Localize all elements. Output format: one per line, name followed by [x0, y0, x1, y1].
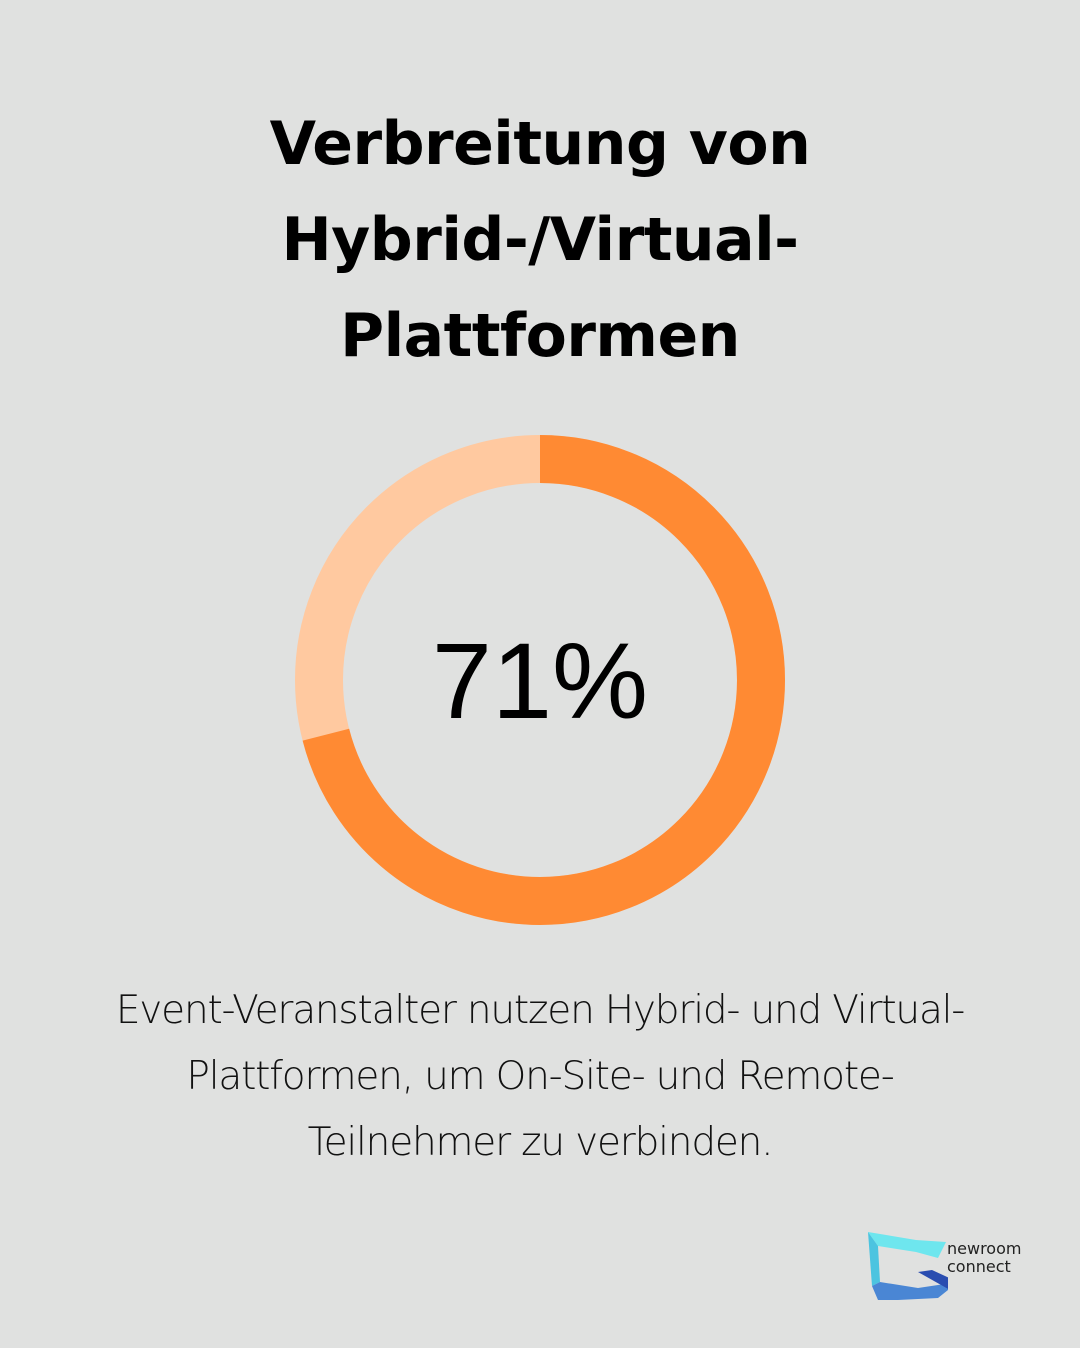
percentage-label: 71% [431, 619, 649, 741]
donut-chart: 71% [295, 435, 785, 925]
description-line-1: Event-Veranstalter nutzen Hybrid- und Vi… [115, 988, 966, 1033]
page-title: Verbreitung von Hybrid-/Virtual- Plattfo… [0, 96, 1080, 384]
description-line-3: Teilnehmer zu verbinden. [307, 1120, 774, 1165]
logo-mark-icon [868, 1232, 948, 1300]
logo-wordmark: newroom connect [947, 1240, 1021, 1276]
title-line-1: Verbreitung von [269, 109, 811, 179]
donut-ring [295, 435, 785, 925]
description-line-2: Plattformen, um On-Site- und Remote- [186, 1054, 894, 1099]
newroom-connect-logo: newroom connect [868, 1232, 1048, 1304]
title-line-3: Plattformen [340, 301, 740, 371]
title-line-2: Hybrid-/Virtual- [281, 205, 799, 275]
description-text: Event-Veranstalter nutzen Hybrid- und Vi… [20, 978, 1060, 1176]
logo-line-1: newroom [947, 1239, 1022, 1258]
logo-line-2: connect [947, 1257, 1011, 1276]
donut-value-segment [295, 435, 785, 925]
